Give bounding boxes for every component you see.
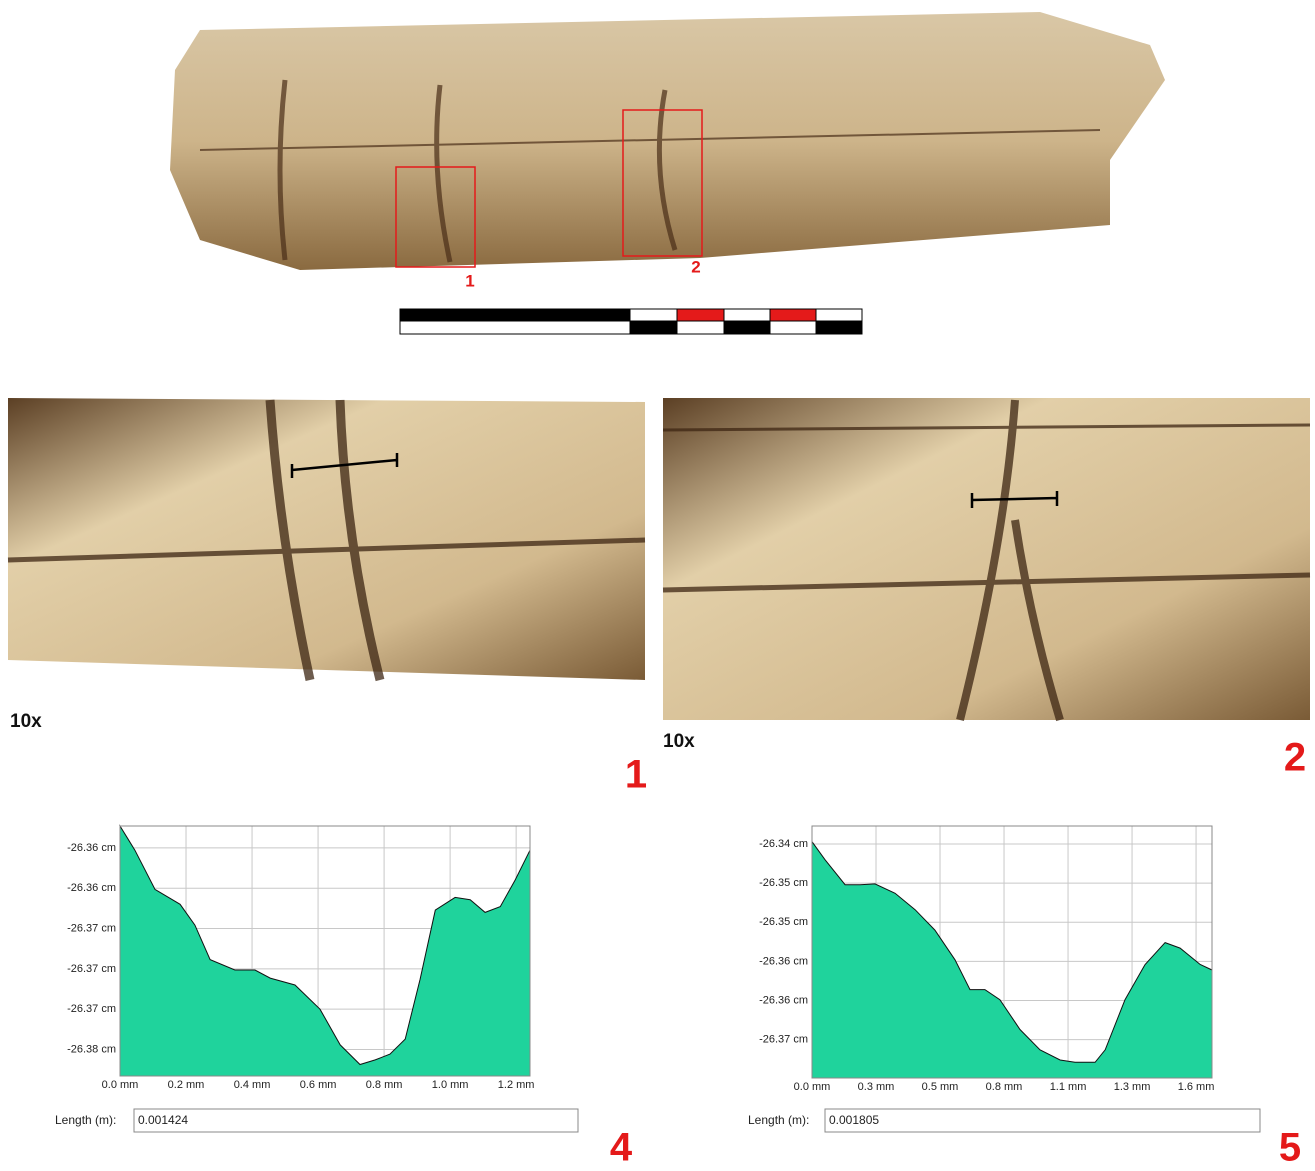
x-tick-label: 0.3 mm — [858, 1081, 895, 1093]
box-label: 1 — [465, 271, 474, 290]
detail-photo — [8, 398, 645, 680]
length-label: Length (m): — [55, 1113, 116, 1127]
magnification: 10x — [663, 731, 695, 752]
x-tick-label: 0.4 mm — [234, 1079, 271, 1091]
y-tick-label: -26.35 cm — [759, 916, 808, 928]
y-tick-label: -26.37 cm — [67, 922, 116, 934]
y-tick-label: -26.34 cm — [759, 838, 808, 850]
length-box — [825, 1109, 1260, 1132]
length-value: 0.001424 — [138, 1113, 188, 1127]
panel-label: 2 — [1284, 736, 1306, 780]
scale-bar — [400, 309, 862, 334]
panel-label: 1 — [625, 753, 647, 797]
y-tick-label: -26.36 cm — [67, 842, 116, 854]
x-tick-label: 1.3 mm — [1114, 1081, 1151, 1093]
y-tick-label: -26.35 cm — [759, 877, 808, 889]
panel-label: 4 — [610, 1126, 633, 1170]
y-tick-label: -26.37 cm — [759, 1034, 808, 1046]
x-tick-label: 1.6 mm — [1178, 1081, 1215, 1093]
y-tick-label: -26.36 cm — [759, 955, 808, 967]
y-tick-label: -26.36 cm — [67, 882, 116, 894]
x-tick-label: 0.0 mm — [794, 1081, 831, 1093]
x-tick-label: 0.5 mm — [922, 1081, 959, 1093]
figure: 1 2 10x 10x 1 2 -26.36 cm -26.36 cm -26.37… — [0, 0, 1315, 1171]
magnification: 10x — [10, 711, 42, 732]
y-tick-label: -26.37 cm — [67, 963, 116, 975]
x-tick-label: 0.0 mm — [102, 1079, 139, 1091]
x-tick-label: 1.0 mm — [432, 1079, 469, 1091]
detail-photo — [663, 398, 1310, 720]
length-box — [134, 1109, 578, 1132]
length-value: 0.001805 — [829, 1113, 879, 1127]
y-tick-label: -26.38 cm — [67, 1043, 116, 1055]
x-tick-label: 1.2 mm — [498, 1079, 535, 1091]
length-label: Length (m): — [748, 1113, 809, 1127]
y-tick-label: -26.36 cm — [759, 994, 808, 1006]
panel-label: 5 — [1279, 1126, 1301, 1170]
x-tick-label: 1.1 mm — [1050, 1081, 1087, 1093]
x-tick-label: 0.8 mm — [366, 1079, 403, 1091]
x-tick-label: 0.8 mm — [986, 1081, 1023, 1093]
x-tick-label: 0.6 mm — [300, 1079, 337, 1091]
box-label: 2 — [691, 257, 700, 276]
y-tick-label: -26.37 cm — [67, 1003, 116, 1015]
x-tick-label: 0.2 mm — [168, 1079, 205, 1091]
